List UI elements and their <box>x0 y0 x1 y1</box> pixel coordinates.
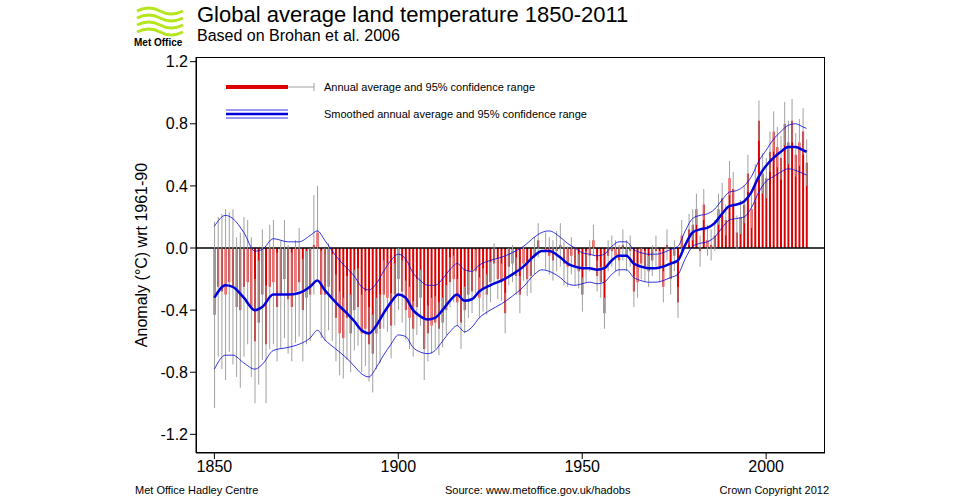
html-text:Source: www.metoffice.gov.uk/h: Source: www.metoffice.gov.uk/hadobs <box>445 484 631 496</box>
svg-text:1900: 1900 <box>381 458 417 475</box>
html-text:Met Office: Met Office <box>134 37 183 48</box>
html-text:Anomaly (°C) wrt 1961-90: Anomaly (°C) wrt 1961-90 <box>133 162 150 348</box>
svg-text:0.4: 0.4 <box>166 178 188 195</box>
html-text:Smoothed annual average and 95: Smoothed annual average and 95% confiden… <box>324 108 587 120</box>
svg-text:-0.8: -0.8 <box>160 364 188 381</box>
svg-text:1.2: 1.2 <box>166 53 188 70</box>
html-text:Crown Copyright 2012: Crown Copyright 2012 <box>719 484 829 496</box>
svg-text:-1.2: -1.2 <box>160 426 188 443</box>
svg-text:0.0: 0.0 <box>166 240 188 257</box>
svg-text:-0.4: -0.4 <box>160 302 188 319</box>
html-text:Based on Brohan et al. 2006: Based on Brohan et al. 2006 <box>197 27 400 44</box>
html-text:Global average land temperatur: Global average land temperature 1850-201… <box>197 2 629 27</box>
svg-text:1850: 1850 <box>197 458 233 475</box>
svg-text:2000: 2000 <box>748 458 784 475</box>
svg-text:1950: 1950 <box>564 458 600 475</box>
svg-text:0.8: 0.8 <box>166 115 188 132</box>
html-text:Annual average and 95% confide: Annual average and 95% confidence range <box>324 81 535 93</box>
html-text:Met Office Hadley Centre: Met Office Hadley Centre <box>135 484 259 496</box>
